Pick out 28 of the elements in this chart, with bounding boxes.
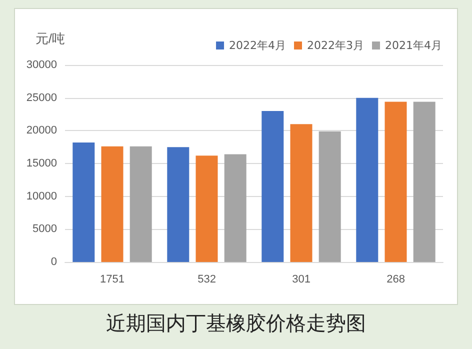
- y-tick-label: 10000: [26, 190, 57, 202]
- bar: [356, 98, 378, 262]
- legend-label: 2022年4月: [229, 39, 286, 52]
- legend-label: 2022年3月: [307, 39, 364, 52]
- bar: [290, 124, 312, 262]
- y-tick-label: 5000: [32, 223, 57, 236]
- x-tick-label: 1751: [100, 274, 124, 286]
- bar: [72, 142, 95, 262]
- y-axis-title: 元/吨: [35, 31, 65, 46]
- y-tick-label: 25000: [26, 92, 57, 104]
- bar: [262, 110, 284, 262]
- bar: [318, 131, 341, 262]
- bar: [224, 154, 246, 262]
- bar: [167, 147, 190, 262]
- y-tick-label: 15000: [26, 158, 57, 170]
- x-tick-label: 268: [386, 274, 405, 286]
- bar: [130, 146, 152, 262]
- bar: [101, 146, 124, 262]
- legend-label: 2021年4月: [385, 39, 442, 52]
- text: 近期国内丁基橡胶价格走势图: [105, 310, 367, 337]
- x-tick-label: 532: [198, 274, 216, 286]
- y-tick-label: 20000: [26, 124, 57, 137]
- y-tick-label: 0: [50, 256, 57, 268]
- bar: [384, 102, 407, 262]
- bar: [196, 156, 218, 262]
- y-tick-label: 30000: [26, 59, 57, 71]
- x-tick-label: 301: [292, 274, 310, 286]
- bar: [413, 102, 436, 262]
